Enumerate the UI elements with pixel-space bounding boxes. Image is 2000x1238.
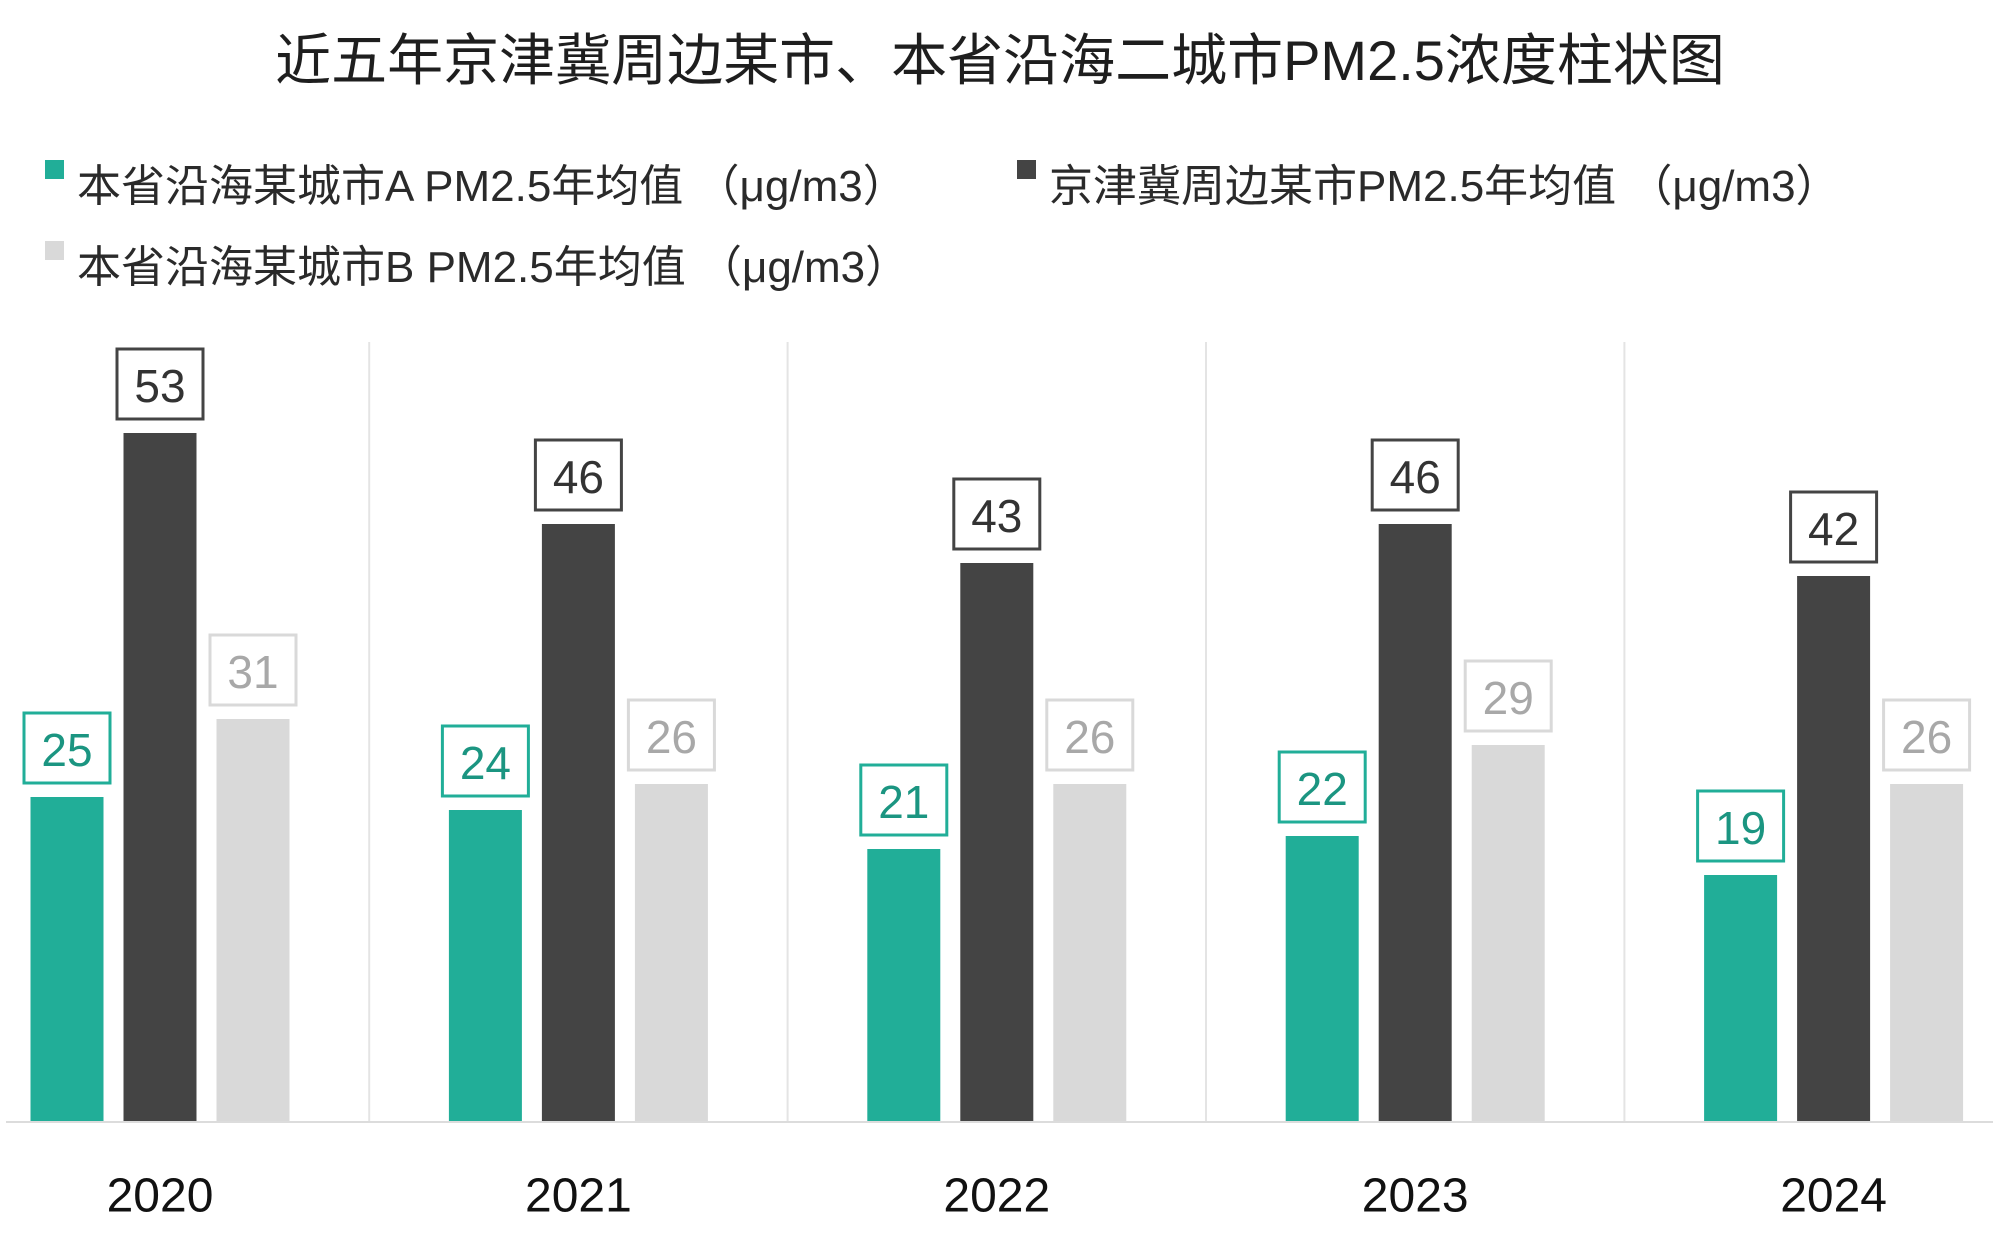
data-label-box-jingjinji-city-2022: [952, 477, 1042, 551]
data-label-box-jingjinji-city-2020: [115, 347, 205, 421]
bar-city-a-2022: [867, 849, 941, 1122]
bar-city-b-2022: [1053, 784, 1127, 1122]
data-label-box-city-a-2021: [440, 724, 530, 798]
bar-jingjinji-city-2020: [123, 433, 197, 1122]
bar-city-b-2020: [216, 719, 290, 1122]
data-label-city-a-2023: 22: [1297, 763, 1348, 815]
data-label-box-city-b-2020: [208, 633, 298, 707]
bar-city-b-2024: [1890, 784, 1964, 1122]
bar-jingjinji-city-2023: [1378, 524, 1452, 1122]
data-label-jingjinji-city-2020: 53: [134, 360, 185, 412]
data-label-box-city-b-2021: [626, 698, 716, 772]
data-label-city-b-2021: 26: [646, 711, 697, 763]
data-label-city-b-2023: 29: [1483, 672, 1534, 724]
x-tick-label-2023: 2023: [1362, 1170, 1469, 1223]
bar-city-a-2020: [30, 797, 104, 1122]
data-label-box-city-b-2023: [1463, 659, 1553, 733]
x-tick-label-2021: 2021: [525, 1170, 632, 1223]
bar-jingjinji-city-2021: [541, 524, 615, 1122]
data-label-box-city-a-2024: [1696, 789, 1786, 863]
legend-item-jingjinji-city: 京津冀周边某市PM2.5年均值 （μg/m3）: [1017, 159, 1977, 215]
data-label-box-city-a-2022: [859, 763, 949, 837]
bar-city-b-2021: [634, 784, 708, 1122]
legend-label-city-a: 本省沿海某城市A PM2.5年均值 （μg/m3）: [77, 162, 907, 211]
data-label-jingjinji-city-2022: 43: [971, 490, 1022, 542]
data-label-city-a-2021: 24: [460, 737, 511, 789]
legend-item-city-a: 本省沿海某城市A PM2.5年均值 （μg/m3）: [45, 159, 1005, 215]
legend-label-jingjinji-city: 京津冀周边某市PM2.5年均值 （μg/m3）: [1049, 162, 1840, 211]
bar-city-a-2021: [448, 810, 522, 1122]
x-tick-label-2022: 2022: [943, 1170, 1050, 1223]
data-label-box-jingjinji-city-2024: [1789, 490, 1879, 564]
data-label-city-a-2020: 25: [41, 724, 92, 776]
data-label-jingjinji-city-2024: 42: [1808, 503, 1859, 555]
legend-item-city-b: 本省沿海某城市B PM2.5年均值 （μg/m3）: [45, 240, 1005, 296]
data-label-jingjinji-city-2023: 46: [1390, 451, 1441, 503]
data-label-box-city-b-2024: [1882, 698, 1972, 772]
legend-swatch-city-b: [45, 241, 64, 260]
data-label-city-a-2022: 21: [878, 776, 929, 828]
legend-swatch-city-a: [45, 160, 64, 179]
x-tick-label-2020: 2020: [107, 1170, 214, 1223]
bar-city-b-2023: [1471, 745, 1545, 1122]
data-label-jingjinji-city-2021: 46: [553, 451, 604, 503]
data-label-box-jingjinji-city-2021: [533, 438, 623, 512]
legend-label-city-b: 本省沿海某城市B PM2.5年均值 （μg/m3）: [77, 243, 910, 292]
data-label-city-a-2024: 19: [1715, 802, 1766, 854]
data-label-city-b-2022: 26: [1064, 711, 1115, 763]
data-label-city-b-2024: 26: [1901, 711, 1952, 763]
data-label-box-jingjinji-city-2023: [1370, 438, 1460, 512]
bar-jingjinji-city-2024: [1797, 576, 1871, 1122]
data-label-city-b-2020: 31: [227, 646, 278, 698]
legend-swatch-jingjinji-city: [1017, 160, 1036, 179]
bar-jingjinji-city-2022: [960, 563, 1034, 1122]
data-label-box-city-a-2020: [22, 711, 112, 785]
bar-city-a-2024: [1704, 875, 1778, 1122]
data-label-box-city-a-2023: [1277, 750, 1367, 824]
x-tick-label-2024: 2024: [1780, 1170, 1887, 1223]
bar-city-a-2023: [1285, 836, 1359, 1122]
chart-title: 近五年京津冀周边某市、本省沿海二城市PM2.5浓度柱状图: [275, 29, 1725, 92]
data-label-box-city-b-2022: [1045, 698, 1135, 772]
